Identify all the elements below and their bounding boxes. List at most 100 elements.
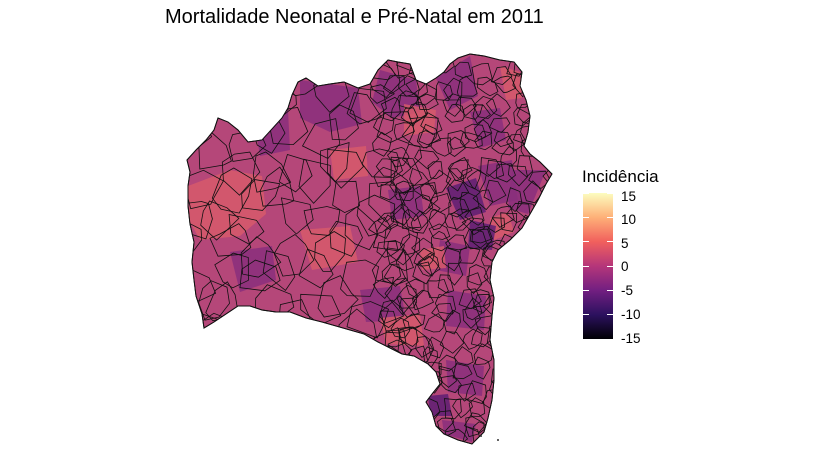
municipality-border (273, 234, 315, 277)
municipality-border (431, 302, 454, 322)
municipality-border (447, 130, 470, 150)
municipality-border (472, 189, 494, 211)
municipality-border (372, 276, 394, 299)
municipality-border (187, 201, 213, 240)
municipality-border (317, 275, 359, 318)
municipality-border (537, 417, 552, 440)
municipality-border (491, 135, 514, 156)
municipality-border (252, 151, 292, 193)
municipality-border (551, 234, 552, 255)
legend-tick-mark (607, 314, 613, 316)
municipality-border (396, 388, 413, 406)
municipality-border (361, 148, 403, 179)
municipality-border (560, 162, 578, 184)
municipality-border (463, 412, 488, 433)
municipality-border (456, 75, 478, 97)
legend-tick-mark (583, 216, 589, 218)
municipality-border (298, 248, 334, 289)
municipality-border (448, 196, 470, 218)
municipality-border (472, 104, 491, 125)
municipality-border (516, 201, 538, 219)
municipality-border (460, 167, 482, 190)
municipality-border (371, 355, 389, 375)
municipality-border (405, 377, 425, 396)
municipality-border (554, 417, 577, 436)
municipality-border (513, 365, 533, 385)
municipality-border (526, 77, 546, 97)
municipality-border (465, 380, 487, 404)
municipality-border (543, 108, 552, 127)
municipality-border (399, 233, 421, 256)
municipality-border (443, 309, 461, 335)
municipality-border (544, 335, 552, 358)
municipality-border (531, 133, 550, 153)
municipality-border (469, 225, 493, 244)
municipality-border (466, 272, 483, 295)
municipality-border (427, 161, 444, 180)
municipality-border (458, 246, 481, 264)
municipality-border (399, 361, 420, 387)
municipality-region (478, 160, 518, 206)
municipality-region (436, 56, 478, 110)
municipality-border (498, 308, 519, 329)
municipality-border (400, 107, 419, 128)
municipality-border (344, 206, 379, 251)
municipality-border (463, 104, 484, 120)
municipality-border (356, 194, 396, 237)
map-title: Mortalidade Neonatal e Pré-Natal em 2011 (165, 6, 544, 28)
municipality-border (540, 399, 552, 424)
legend-tick-mark (583, 314, 589, 316)
municipality-border (420, 111, 443, 135)
legend-tick-label: -15 (621, 331, 641, 346)
municipality-border (445, 234, 467, 251)
municipality-border (404, 416, 421, 436)
municipality-region (508, 170, 546, 214)
legend-tick-label: 0 (621, 259, 629, 274)
municipality-border (556, 200, 572, 222)
municipality-border (464, 297, 483, 321)
municipality-border (534, 119, 552, 144)
municipality-border (462, 306, 481, 329)
municipality-border (523, 399, 548, 420)
legend-tick-mark (607, 338, 613, 340)
municipality-border (379, 402, 401, 426)
municipality-region (470, 108, 506, 148)
municipality-border (394, 180, 414, 202)
municipality-border (507, 165, 528, 187)
municipality-border (523, 284, 539, 302)
municipality-border (298, 158, 331, 204)
municipality-border (416, 255, 441, 277)
municipality-border (379, 184, 398, 201)
municipality-border (395, 377, 418, 397)
municipality-border (312, 54, 351, 75)
municipality-border (262, 250, 296, 291)
municipality-border (244, 54, 283, 88)
municipality-border (507, 295, 530, 318)
municipality-border (398, 90, 420, 110)
municipality-border (501, 387, 524, 409)
municipality-border (506, 202, 531, 223)
municipality-border (542, 54, 552, 72)
municipality-border (385, 54, 423, 79)
municipality-border (560, 276, 579, 294)
municipality-border (561, 183, 576, 200)
legend-tick-mark (583, 265, 589, 267)
legend-tick-mark (583, 289, 589, 291)
municipality-border (427, 193, 452, 213)
municipality-border (511, 265, 532, 291)
municipality-border (187, 65, 223, 98)
municipality-border (368, 216, 392, 239)
municipality-border (462, 328, 483, 350)
municipality-border (372, 131, 392, 157)
municipality-border (373, 112, 395, 136)
municipality-border (541, 393, 552, 416)
municipality-border (485, 93, 511, 117)
municipality-border (495, 417, 519, 436)
municipality-border (473, 119, 493, 141)
municipality-border (542, 163, 552, 185)
municipality-border (198, 280, 230, 321)
municipality-border (441, 375, 463, 394)
municipality-border (369, 84, 396, 104)
municipality-border (380, 96, 401, 122)
municipality-border (288, 324, 320, 360)
